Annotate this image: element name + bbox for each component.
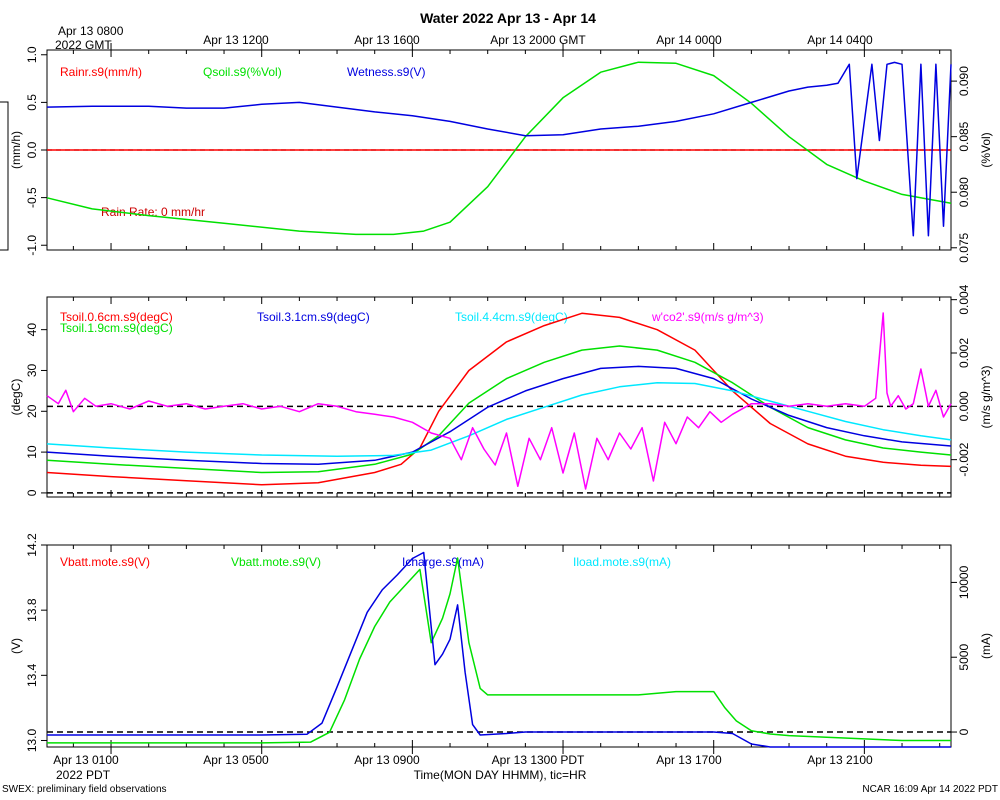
legend-tsoil-3-1cm: Tsoil.3.1cm.s9(degC): [257, 310, 370, 324]
legend-iload: Iload.mote.s9(mA): [573, 555, 671, 569]
series-tsoil-3-1cm-s9-degc: [46, 365, 952, 466]
legend-wetness: Wetness.s9(V): [347, 65, 425, 79]
chart-marks: -1.0 -0.5 0.0 0.5 1.0 0.075 0.080 0.085 0.090 0 10…: [25, 43, 971, 754]
panel-battery-left-axis-label: (V): [9, 638, 23, 654]
left-axis-tick-label: 13.0: [25, 728, 39, 752]
legend-tsoil-0-6cm: Tsoil.0.6cm.s9(degC): [60, 310, 173, 324]
series-tsoil-4-4cm-s9-degc: [46, 381, 952, 457]
right-axis-tick-label: 0: [957, 728, 971, 735]
legend-tsoil-1-9cm: Tsoil.1.9cm.s9(degC): [60, 321, 173, 335]
series-vbatt-mote-s9-v: [47, 557, 951, 744]
top-axis-label: Apr 14 0400: [807, 33, 873, 47]
bottom-axis-year-label: 2022 PDT: [56, 768, 111, 782]
panel-soil-left-axis-label: (degC): [9, 379, 23, 416]
right-axis-tick-label: 0.000: [957, 391, 971, 421]
top-axis-label: Apr 13 1200: [203, 33, 269, 47]
panel-soil-frame: [46, 296, 952, 498]
right-axis-tick-label: 0.085: [957, 121, 971, 151]
panel-battery: (V) (mA) Vbatt.mote.s9(V) Vbatt.mote.s9(…: [9, 544, 993, 748]
series-qsoil-s9-vol: [46, 61, 952, 236]
panel-battery-frame: [46, 544, 952, 748]
rain-rate-annotation: Rain Rate: 0 mm/hr: [101, 205, 205, 219]
legend-wco2: w'co2'.s9(m/s g/m^3): [651, 310, 764, 324]
left-axis-tick-label: -0.5: [25, 187, 39, 208]
series-icharge-s9-ma: [47, 551, 951, 748]
footer-left: SWEX: preliminary field observations: [2, 784, 167, 795]
left-edge-bracket: [0, 101, 9, 251]
bottom-axis-label: Apr 13 0500: [203, 753, 269, 767]
bottom-axis-label: Apr 13 0900: [354, 753, 420, 767]
left-axis-tick-label: 13.4: [25, 663, 39, 687]
bottom-axis-label: Apr 13 2100: [807, 753, 873, 767]
footer-right: NCAR 16:09 Apr 14 2022 PDT: [862, 784, 998, 795]
right-axis-tick-label: 0.080: [957, 177, 971, 207]
left-axis-tick-label: 1.0: [25, 46, 39, 63]
left-axis-tick-label: 30: [25, 363, 39, 377]
right-axis-tick-label: 0.004: [957, 284, 971, 314]
left-axis-tick-label: 10: [25, 445, 39, 459]
top-axis-label: Apr 13 1600: [354, 33, 420, 47]
series-tsoil-0-6cm-s9-degc: [46, 312, 952, 486]
panel-soil-right-axis-label: (m/s g/m^3): [979, 366, 993, 429]
left-axis-tick-label: 13.8: [25, 598, 39, 622]
right-axis-tick-label: -0.002: [957, 442, 971, 476]
right-axis-tick-label: 10000: [957, 565, 971, 599]
panel-soil-temperature: (degC) (m/s g/m^3) Tsoil.0.6cm.s9(degC) …: [9, 296, 993, 498]
top-axis-first-label-line1: Apr 13 0800: [58, 24, 124, 38]
chart-title: Water 2022 Apr 13 - Apr 14: [420, 10, 596, 26]
left-axis-tick-label: 0: [25, 489, 39, 496]
legend-tsoil-4-4cm: Tsoil.4.4cm.s9(degC): [455, 310, 568, 324]
panel-water-left-axis-label: (mm/h): [9, 131, 23, 169]
legend-icharge: Icharge.s9(mA): [402, 555, 484, 569]
left-axis-tick-label: -1.0: [25, 235, 39, 256]
series-tsoil-1-9cm-s9-degc: [46, 345, 952, 474]
right-axis-tick-label: 0.075: [957, 232, 971, 262]
top-axis-label: Apr 13 2000 GMT: [490, 33, 586, 47]
left-axis-tick-label: 0.5: [25, 94, 39, 111]
top-axis-first-label-line2: 2022 GMT: [55, 38, 112, 52]
left-axis-tick-label: 40: [25, 323, 39, 337]
legend-vbatt-red: Vbatt.mote.s9(V): [60, 555, 150, 569]
left-axis-tick-label: 14.2: [25, 533, 39, 557]
bottom-axis-label: Apr 13 1700: [656, 753, 722, 767]
series-w-co2-s9-m-s-g-m-3: [46, 312, 952, 490]
panel-battery-right-axis-label: (mA): [979, 633, 993, 659]
bottom-axis-label: Apr 13 0100: [53, 753, 119, 767]
legend-qsoil: Qsoil.s9(%Vol): [203, 65, 282, 79]
right-axis-tick-label: 5000: [957, 644, 971, 671]
left-axis-tick-label: 20: [25, 404, 39, 418]
legend-rainr: Rainr.s9(mm/h): [60, 65, 142, 79]
right-axis-tick-label: 0.002: [957, 338, 971, 368]
x-axis-label: Time(MON DAY HHMM), tic=HR: [414, 768, 587, 782]
bottom-axis-label: Apr 13 1300 PDT: [492, 753, 585, 767]
right-axis-tick-label: 0.090: [957, 66, 971, 96]
series-wetness-s9-v: [46, 61, 952, 237]
legend-vbatt-green: Vbatt.mote.s9(V): [231, 555, 321, 569]
panel-water-right-axis-label: (%Vol): [979, 132, 993, 167]
top-axis-label: Apr 14 0000: [656, 33, 722, 47]
left-axis-tick-label: 0.0: [25, 141, 39, 158]
